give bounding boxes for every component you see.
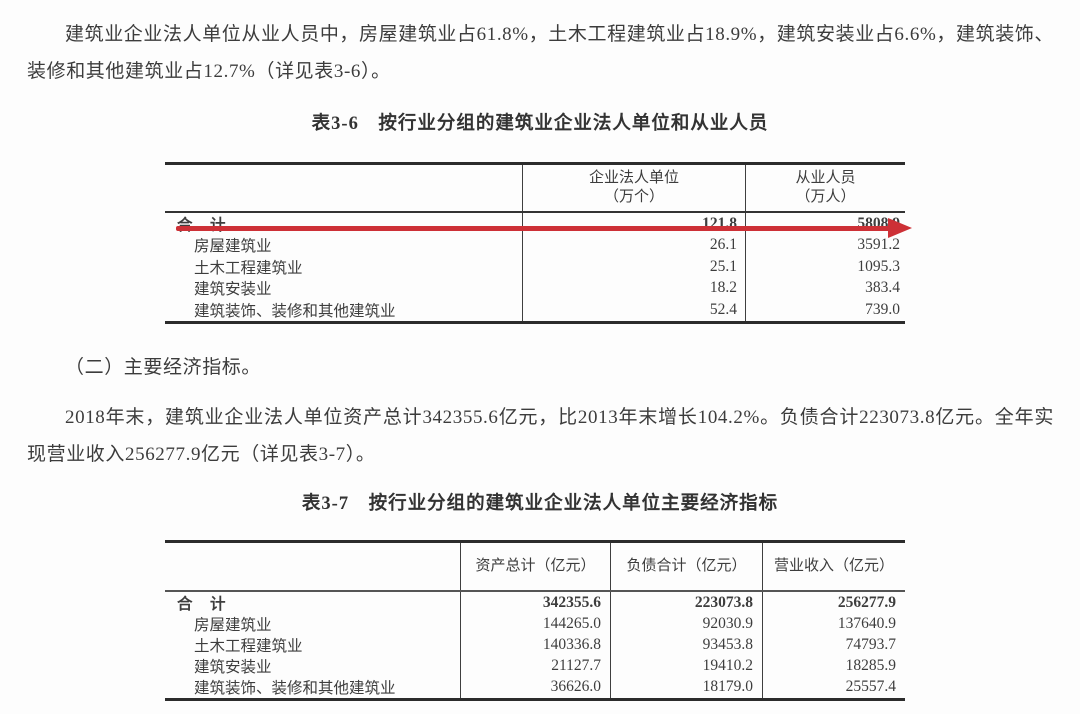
row-value: 36626.0 [460,676,610,698]
row-value: 739.0 [745,299,905,321]
row-value: 137640.9 [762,613,905,635]
table-row: 建筑装饰、装修和其他建筑业 36626.0 18179.0 25557.4 [165,676,905,698]
row-value: 121.8 [522,213,745,235]
table-row: 土木工程建筑业 25.1 1095.3 [165,256,905,278]
header-line2: （万人） [795,189,856,205]
row-value: 25557.4 [762,676,905,698]
row-value: 21127.7 [460,655,610,677]
row-label: 房屋建筑业 [194,616,272,634]
row-label: 房屋建筑业 [194,238,272,256]
table36-header-units: 企业法人单位 （万个） [522,165,745,211]
table37: 资产总计（亿元） 负债合计（亿元） 营业收入（亿元） 合 计 342355.6 … [165,540,905,701]
row-value: 52.4 [522,299,745,321]
row-label: 合 计 [177,595,227,613]
table36-title: 表3-6 按行业分组的建筑业企业法人单位和从业人员 [311,114,769,134]
row-value: 3591.2 [745,234,905,256]
row-value: 18179.0 [610,676,762,698]
row-label: 合 计 [165,213,522,235]
row-value: 25.1 [522,256,745,278]
row-value: 74793.7 [762,634,905,656]
row-label: 建筑装饰、装修和其他建筑业 [194,302,396,320]
red-arrow-annotation-line [176,226,892,231]
table-row: 建筑安装业 18.2 383.4 [165,277,905,299]
row-value: 144265.0 [460,613,610,635]
header-line1: 从业人员 [795,170,856,186]
red-arrow-annotation-head [888,218,912,238]
row-value: 383.4 [745,277,905,299]
row-label: 建筑安装业 [194,659,272,677]
table-row: 建筑装饰、装修和其他建筑业 52.4 739.0 [165,299,905,321]
table37-header-row: 资产总计（亿元） 负债合计（亿元） 营业收入（亿元） [165,543,905,592]
table36-header-employees: 从业人员 （万人） [745,165,905,211]
section-heading: （二）主要经济指标。 [65,357,262,378]
table-row-total: 合 计 121.8 5808.9 [165,213,905,235]
table-row-total: 合 计 342355.6 223073.8 256277.9 [165,592,905,614]
row-value: 26.1 [522,234,745,256]
row-label: 建筑安装业 [194,281,272,299]
table37-header-liabilities: 负债合计（亿元） [610,543,762,590]
row-value: 140336.8 [460,634,610,656]
row-value: 18.2 [522,277,745,299]
row-label: 土木工程建筑业 [194,259,303,277]
row-value: 1095.3 [745,256,905,278]
row-label: 建筑装饰、装修和其他建筑业 [194,680,396,698]
row-value: 18285.9 [762,655,905,677]
row-value: 92030.9 [610,613,762,635]
body-paragraph: 2018年末，建筑业企业法人单位资产总计342355.6亿元，比2013年末增长… [27,407,1054,465]
table36-header-stub [165,165,522,211]
header-line2: （万个） [603,189,664,205]
row-value: 93453.8 [610,634,762,656]
table37-header-assets: 资产总计（亿元） [460,543,610,590]
table37-header-revenue: 营业收入（亿元） [762,543,905,590]
row-value: 256277.9 [762,592,905,614]
table36: 企业法人单位 （万个） 从业人员 （万人） 合 计 121.8 5808.9 房… [165,162,905,324]
table36-header-row: 企业法人单位 （万个） 从业人员 （万人） [165,165,905,213]
table-row: 建筑安装业 21127.7 19410.2 18285.9 [165,655,905,677]
row-value: 5808.9 [745,213,905,235]
table-row: 房屋建筑业 26.1 3591.2 [165,234,905,256]
row-value: 223073.8 [610,592,762,614]
table-row: 房屋建筑业 144265.0 92030.9 137640.9 [165,613,905,635]
row-value: 342355.6 [460,592,610,614]
table37-title: 表3-7 按行业分组的建筑业企业法人单位主要经济指标 [301,494,779,514]
row-label: 土木工程建筑业 [194,637,303,655]
intro-paragraph: 建筑业企业法人单位从业人员中，房屋建筑业占61.8%，土木工程建筑业占18.9%… [27,24,1054,82]
header-line1: 企业法人单位 [588,170,679,186]
table-row: 土木工程建筑业 140336.8 93453.8 74793.7 [165,634,905,656]
table37-header-stub [165,543,460,590]
row-value: 19410.2 [610,655,762,677]
